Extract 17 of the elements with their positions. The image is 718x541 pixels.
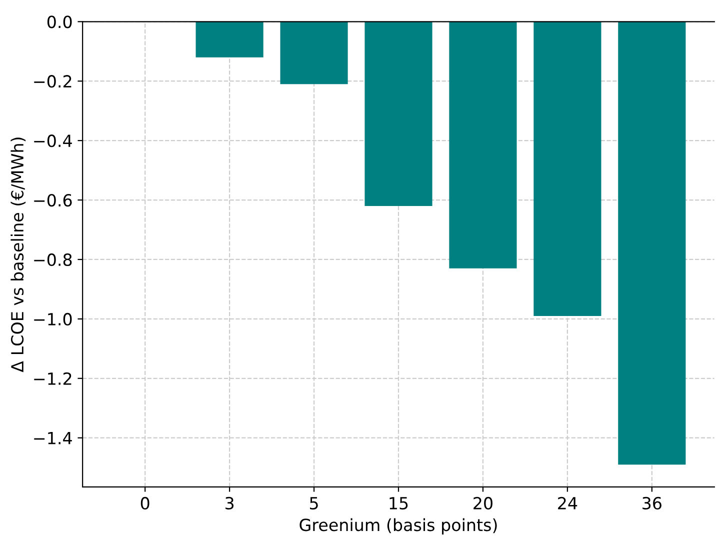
x-tick-label: 24	[558, 496, 578, 510]
x-tick-label: 20	[474, 496, 492, 510]
y-tick-label: −1.0	[34, 312, 72, 326]
y-tick-label: −0.2	[34, 75, 72, 88]
x-tick-label: 15	[390, 497, 408, 510]
x-tick-label: 36	[642, 496, 662, 510]
y-tick-label: −1.4	[34, 432, 72, 444]
y-tick-label: −0.8	[34, 253, 72, 266]
y-tick-label: −1.2	[34, 372, 72, 385]
y-tick-label: −0.6	[34, 194, 72, 207]
x-tick-label: 5	[310, 497, 318, 510]
y-tick-label: 0.0	[47, 16, 72, 28]
x-axis-title: Greenium (basis points)	[300, 518, 497, 534]
y-tick-label: −0.4	[34, 134, 72, 148]
x-tick-label: 3	[226, 496, 234, 510]
x-tick-label: 0	[140, 496, 150, 510]
y-axis-title: Δ LCOE vs baseline (€/MWh)	[10, 138, 26, 372]
